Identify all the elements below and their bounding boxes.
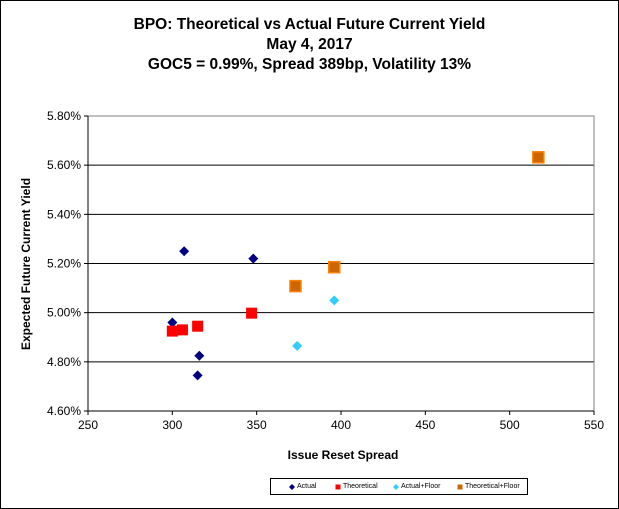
x-tick-label: 550 — [584, 418, 604, 432]
chart-title-line-2: May 4, 2017 — [266, 36, 353, 53]
actual-point — [179, 246, 190, 257]
actual-point — [167, 317, 178, 328]
actual-plus-floor-point — [292, 340, 303, 351]
x-tick-label: 350 — [247, 418, 267, 432]
theoretical-plus-floor-point — [328, 260, 341, 274]
y-tick-label: 5.40% — [47, 207, 81, 221]
actual-point — [192, 370, 203, 381]
actual-point — [248, 253, 259, 264]
y-tick-label: 5.80% — [47, 109, 81, 123]
theoretical-point — [166, 325, 178, 337]
x-axis-label: Issue Reset Spread — [288, 448, 399, 462]
legend-label: Theoretical — [343, 483, 378, 490]
theoretical-point — [246, 307, 258, 319]
x-tick-label: 400 — [331, 418, 351, 432]
theoretical-point — [192, 320, 204, 332]
y-tick-label: 4.80% — [47, 355, 81, 369]
legend-label: Theoretical+Floor — [465, 483, 520, 490]
y-tick-label: 5.00% — [47, 306, 81, 320]
x-tick-label: 450 — [415, 418, 435, 432]
actual-plus-floor-point — [329, 295, 340, 306]
x-tick-label: 250 — [78, 418, 98, 432]
theoretical-plus-floor-point — [289, 279, 302, 293]
theoretical-point — [176, 324, 188, 336]
x-tick-label: 500 — [500, 418, 520, 432]
legend-item: Actual+Floor — [393, 481, 441, 493]
y-tick-label: 5.20% — [47, 257, 81, 271]
legend-marker — [335, 484, 341, 490]
y-tick-label: 5.60% — [47, 158, 81, 172]
legend-item: Actual — [289, 481, 316, 493]
theoretical-plus-floor-point — [532, 151, 545, 164]
legend-item: Theoretical+Floor — [457, 481, 520, 493]
legend-marker — [457, 484, 463, 490]
chart-title-line-3: GOC5 = 0.99%, Spread 389bp, Volatility 1… — [147, 56, 472, 73]
y-tick-label: 4.60% — [47, 404, 81, 418]
actual-point — [194, 350, 205, 361]
legend-item: Theoretical — [335, 481, 378, 493]
legend-marker — [289, 484, 295, 490]
legend-label: Actual+Floor — [401, 483, 441, 490]
legend-label: Actual — [297, 483, 317, 490]
x-tick-label: 300 — [162, 418, 182, 432]
y-axis-label: Expected Future Current Yield — [19, 178, 33, 350]
chart-title-line-1: BPO: Theoretical vs Actual Future Curren… — [133, 16, 486, 33]
chart-legend: Actual Theoretical Actual+Floor Theoretical… — [270, 478, 528, 495]
legend-marker — [393, 484, 399, 490]
